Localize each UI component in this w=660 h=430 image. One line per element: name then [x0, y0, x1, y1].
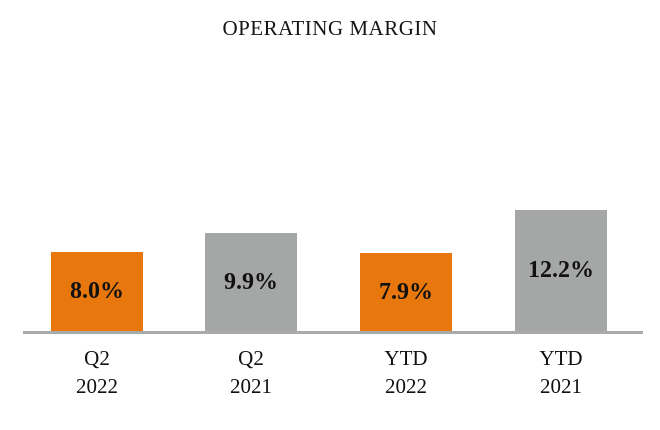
bar-value-label-ytd-2021: 12.2%: [528, 257, 594, 283]
axis-label-year: 2022: [76, 374, 118, 398]
axis-label-year: 2021: [540, 374, 582, 398]
bar-value-label-q2-2022: 8.0%: [70, 278, 124, 304]
bar-q2-2021: 9.9%: [205, 233, 297, 331]
x-axis-line: [23, 331, 643, 334]
axis-label-period: Q2: [238, 346, 264, 370]
chart-title: OPERATING MARGIN: [222, 16, 438, 40]
bar-q2-2022: 8.0%: [51, 252, 143, 331]
bar-value-label-q2-2021: 9.9%: [224, 268, 278, 295]
bar-value-label-ytd-2022: 7.9%: [379, 278, 433, 305]
axis-label-period: Q2: [84, 346, 110, 370]
bar-ytd-2021: 12.2%: [515, 210, 607, 331]
axis-label-period: YTD: [384, 346, 428, 370]
axis-label-year: 2021: [230, 374, 272, 398]
axis-label-q2-2022: Q2 2022: [27, 344, 167, 400]
axis-label-year: 2022: [385, 374, 427, 398]
axis-label-period: YTD: [539, 346, 583, 370]
bar-ytd-2022: 7.9%: [360, 253, 452, 331]
axis-label-ytd-2022: YTD 2022: [336, 344, 476, 400]
axis-label-q2-2021: Q2 2021: [181, 344, 321, 400]
axis-label-ytd-2021: YTD 2021: [491, 344, 631, 400]
